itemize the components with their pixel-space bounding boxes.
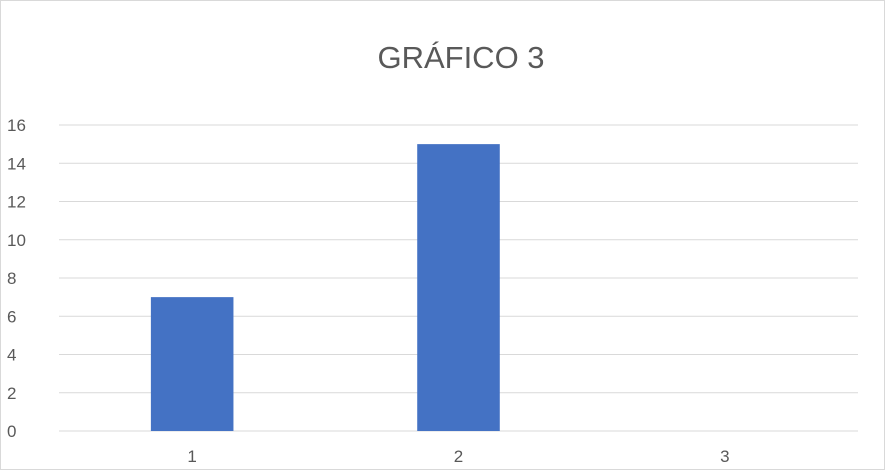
bar-1 [150, 297, 234, 431]
x-axis-tick-labels: 1 2 3 [187, 447, 729, 466]
y-tick-label-2: 2 [7, 384, 16, 403]
x-tick-label-2: 2 [454, 447, 463, 466]
y-axis-tick-labels: 0 2 4 6 8 10 12 14 16 [7, 116, 26, 441]
x-tick-label-1: 1 [187, 447, 196, 466]
x-tick-label-3: 3 [720, 447, 729, 466]
y-tick-label-12: 12 [7, 193, 26, 212]
y-tick-label-16: 16 [7, 116, 26, 135]
y-tick-label-14: 14 [7, 154, 26, 173]
bars [150, 144, 500, 431]
y-tick-label-0: 0 [7, 422, 16, 441]
y-tick-label-8: 8 [7, 269, 16, 288]
chart-title: GRÁFICO 3 [377, 40, 544, 75]
y-tick-label-4: 4 [7, 346, 16, 365]
y-tick-label-6: 6 [7, 307, 16, 326]
y-tick-label-10: 10 [7, 231, 26, 250]
bar-2 [417, 144, 500, 431]
